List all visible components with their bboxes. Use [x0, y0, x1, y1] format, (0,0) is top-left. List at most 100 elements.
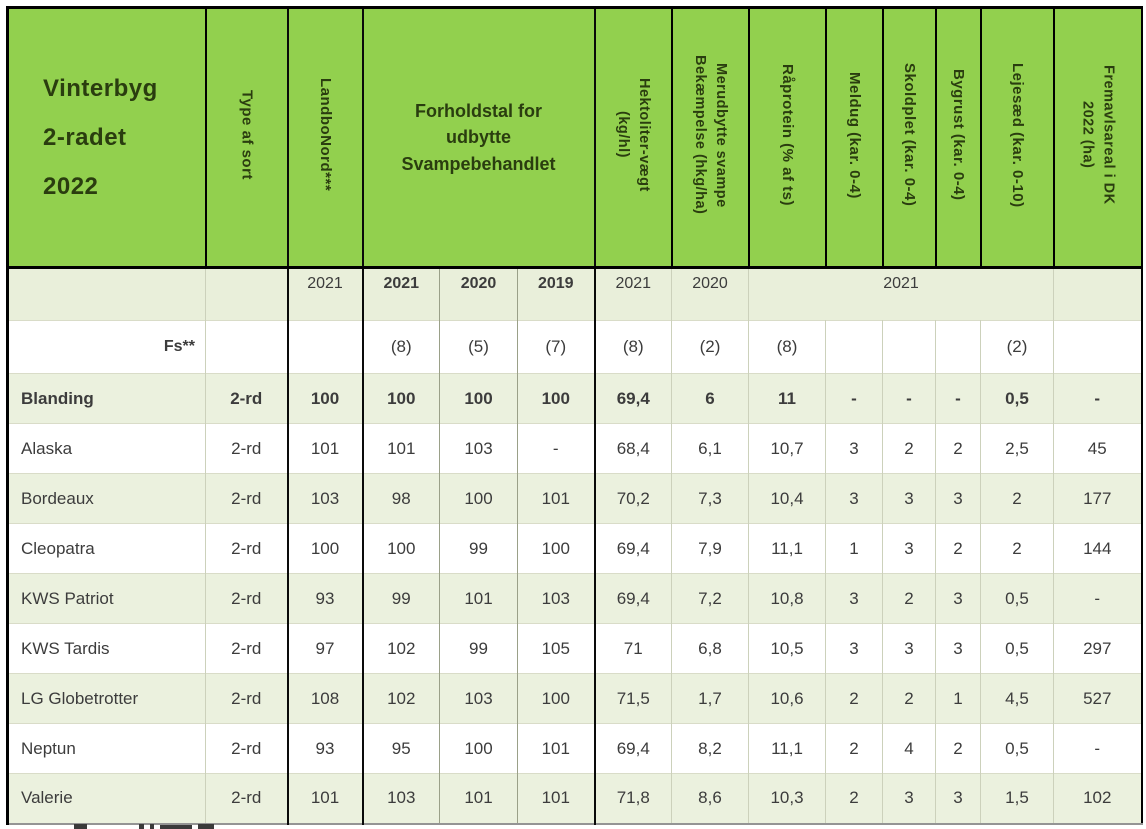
- variety-name-cell: LG Globetrotter: [21, 688, 139, 708]
- value-cell: 45: [1053, 423, 1142, 474]
- value-cell: 8,2: [671, 723, 749, 774]
- type-cell: 2-rd: [205, 573, 288, 624]
- value-cell: 11,1: [748, 523, 826, 574]
- value-cell: 71,5: [593, 673, 672, 724]
- col-header-bygrust: Bygrust (kar. 0-4): [934, 7, 981, 269]
- value-cell: 6,1: [671, 423, 749, 474]
- fs-label: Fs**: [163, 338, 195, 355]
- value-cell: 2: [935, 723, 981, 774]
- value-cell: 100: [517, 673, 595, 724]
- value-cell: 11,1: [748, 723, 826, 774]
- value-cell: 100: [439, 373, 518, 424]
- value-cell: 100: [361, 373, 440, 424]
- type-cell: 2-rd: [205, 623, 288, 674]
- value-cell: 3: [935, 573, 981, 624]
- value-cell: 99: [439, 623, 518, 674]
- value-cell: -: [935, 373, 981, 424]
- value-cell: 101: [361, 423, 440, 474]
- table-row: Valerie 2-rd 101 103 101 101 71,8 8,6 10…: [7, 773, 1142, 824]
- value-cell: 69,4: [593, 723, 672, 774]
- value-cell: 10,4: [748, 473, 826, 524]
- value-cell: 100: [286, 373, 363, 424]
- fs-row: Fs** (8) (5) (7) (8) (2) (8) (2): [7, 320, 1142, 374]
- value-cell: 2: [980, 473, 1054, 524]
- variety-name-cell: Bordeaux: [21, 488, 94, 508]
- value-cell: -: [1053, 723, 1142, 774]
- type-cell: 2-rd: [205, 723, 288, 774]
- value-cell: 2: [882, 673, 936, 724]
- year-forholdstal-2020: 2020: [439, 267, 518, 321]
- value-cell: 2: [825, 723, 883, 774]
- value-cell: 2: [825, 673, 883, 724]
- value-cell: 71,8: [593, 773, 672, 824]
- value-cell: 0,5: [980, 623, 1054, 674]
- value-cell: 3: [935, 473, 981, 524]
- fs-hektoliter: (8): [593, 320, 672, 374]
- variety-table: Vinterbyg 2-radet 2022 Type af sort Land…: [6, 6, 1143, 825]
- value-cell: 69,4: [593, 573, 672, 624]
- value-cell: 8,6: [671, 773, 749, 824]
- year-merudbytte: 2020: [671, 267, 749, 321]
- value-cell: 0,5: [980, 573, 1054, 624]
- value-cell: 100: [439, 473, 518, 524]
- value-cell: 103: [439, 673, 518, 724]
- value-cell: 297: [1053, 623, 1142, 674]
- value-cell: 69,4: [593, 373, 672, 424]
- variety-name-cell: Valerie: [21, 788, 73, 808]
- value-cell: 2,5: [980, 423, 1054, 474]
- header-row: Vinterbyg 2-radet 2022 Type af sort Land…: [7, 7, 1142, 269]
- fs-raaprotein: (8): [748, 320, 826, 374]
- year-diseases-span: 2021: [748, 267, 1054, 321]
- value-cell: 1: [825, 523, 883, 574]
- value-cell: 144: [1053, 523, 1142, 574]
- table-row: Bordeaux 2-rd 103 98 100 101 70,2 7,3 10…: [7, 473, 1142, 524]
- col-header-merudbytte: Merudbytte svampe Bekæmpelse (hkg/ha): [670, 7, 749, 269]
- value-cell: 3: [935, 773, 981, 824]
- table-row: Alaska 2-rd 101 101 103 - 68,4 6,1 10,7 …: [7, 423, 1142, 474]
- value-cell: 100: [361, 523, 440, 574]
- table-row: KWS Patriot 2-rd 93 99 101 103 69,4 7,2 …: [7, 573, 1142, 624]
- table-row: Cleopatra 2-rd 100 100 99 100 69,4 7,9 1…: [7, 523, 1142, 574]
- year-landbonord: 2021: [286, 267, 363, 321]
- value-cell: 3: [825, 473, 883, 524]
- fs-forholdstal-2021: (8): [361, 320, 440, 374]
- year-row: 2021 2021 2020 2019 2021 2020 2021: [7, 267, 1142, 321]
- value-cell: -: [517, 423, 595, 474]
- variety-name-cell: KWS Tardis: [21, 638, 110, 658]
- fs-lejesaed: (2): [980, 320, 1054, 374]
- table-row: KWS Tardis 2-rd 97 102 99 105 71 6,8 10,…: [7, 623, 1142, 674]
- col-header-lejesaed: Lejesæd (kar. 0-10): [979, 7, 1054, 269]
- table-row: Blanding 2-rd 100 100 100 100 69,4 6 11 …: [7, 373, 1142, 424]
- type-cell: 2-rd: [205, 773, 288, 824]
- col-header-hektoliter: Hektoliter-vægt (kg/hl): [593, 7, 672, 269]
- value-cell: 100: [517, 373, 595, 424]
- value-cell: 2: [935, 423, 981, 474]
- value-cell: 10,5: [748, 623, 826, 674]
- value-cell: 102: [1053, 773, 1142, 824]
- value-cell: 95: [361, 723, 440, 774]
- value-cell: 103: [286, 473, 363, 524]
- col-header-type: Type af sort: [204, 7, 288, 269]
- value-cell: 2: [825, 773, 883, 824]
- year-hektoliter: 2021: [593, 267, 672, 321]
- value-cell: 0,5: [980, 373, 1054, 424]
- value-cell: 93: [286, 723, 363, 774]
- value-cell: 6: [671, 373, 749, 424]
- value-cell: 99: [361, 573, 440, 624]
- fs-merudbytte: (2): [671, 320, 749, 374]
- value-cell: 3: [882, 773, 936, 824]
- value-cell: 103: [439, 423, 518, 474]
- value-cell: 3: [882, 623, 936, 674]
- value-cell: 71: [593, 623, 672, 674]
- value-cell: 101: [439, 773, 518, 824]
- value-cell: 527: [1053, 673, 1142, 724]
- value-cell: 10,6: [748, 673, 826, 724]
- value-cell: 99: [439, 523, 518, 574]
- type-cell: 2-rd: [205, 423, 288, 474]
- value-cell: 3: [825, 423, 883, 474]
- value-cell: 105: [517, 623, 595, 674]
- value-cell: 4: [882, 723, 936, 774]
- year-forholdstal-2019: 2019: [517, 267, 595, 321]
- value-cell: 177: [1053, 473, 1142, 524]
